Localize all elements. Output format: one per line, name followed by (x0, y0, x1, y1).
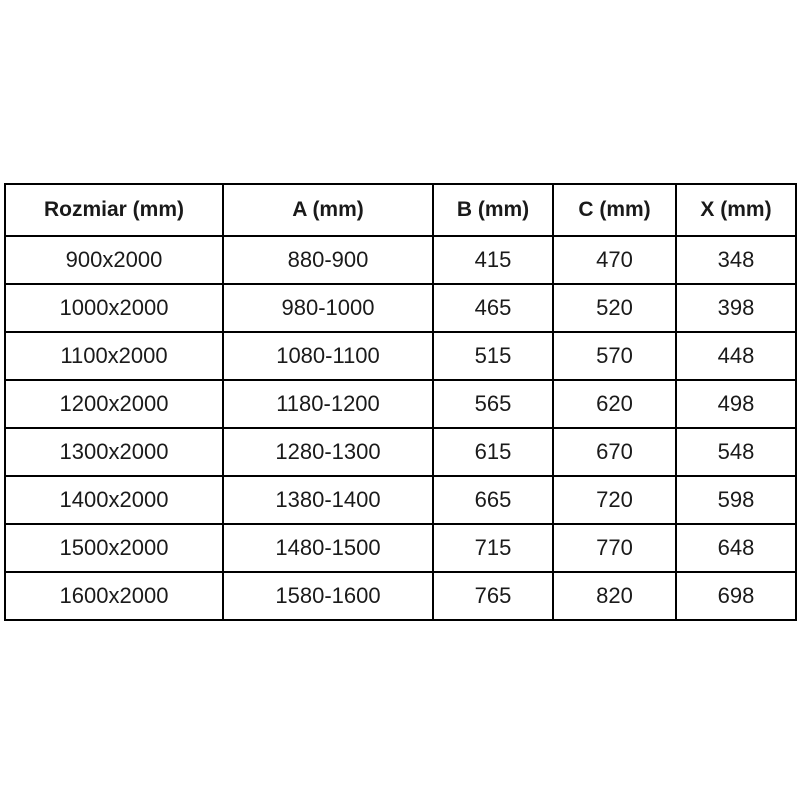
table-row: 1200x2000 1180-1200 565 620 498 (4, 379, 797, 429)
cell-x: 348 (675, 235, 797, 285)
table-row: 1500x2000 1480-1500 715 770 648 (4, 523, 797, 573)
cell-x: 498 (675, 379, 797, 429)
cell-b: 465 (432, 283, 554, 333)
cell-a: 1280-1300 (222, 427, 434, 477)
cell-rozmiar: 1000x2000 (4, 283, 224, 333)
cell-b: 515 (432, 331, 554, 381)
column-header-x: X (mm) (675, 183, 797, 237)
cell-x: 548 (675, 427, 797, 477)
cell-b: 665 (432, 475, 554, 525)
size-specification-table: Rozmiar (mm) A (mm) B (mm) C (mm) X (mm)… (4, 183, 797, 621)
cell-rozmiar: 900x2000 (4, 235, 224, 285)
cell-c: 620 (552, 379, 677, 429)
header-row: Rozmiar (mm) A (mm) B (mm) C (mm) X (mm) (4, 183, 797, 237)
cell-rozmiar: 1600x2000 (4, 571, 224, 621)
cell-x: 398 (675, 283, 797, 333)
cell-a: 1580-1600 (222, 571, 434, 621)
table-row: 1600x2000 1580-1600 765 820 698 (4, 571, 797, 621)
cell-b: 565 (432, 379, 554, 429)
table-row: 1300x2000 1280-1300 615 670 548 (4, 427, 797, 477)
cell-rozmiar: 1100x2000 (4, 331, 224, 381)
column-header-b: B (mm) (432, 183, 554, 237)
column-header-c: C (mm) (552, 183, 677, 237)
cell-b: 615 (432, 427, 554, 477)
cell-rozmiar: 1400x2000 (4, 475, 224, 525)
cell-a: 1080-1100 (222, 331, 434, 381)
cell-c: 820 (552, 571, 677, 621)
cell-c: 770 (552, 523, 677, 573)
cell-c: 470 (552, 235, 677, 285)
cell-x: 648 (675, 523, 797, 573)
cell-b: 715 (432, 523, 554, 573)
cell-a: 1380-1400 (222, 475, 434, 525)
cell-a: 880-900 (222, 235, 434, 285)
cell-rozmiar: 1200x2000 (4, 379, 224, 429)
column-header-a: A (mm) (222, 183, 434, 237)
table-row: 1000x2000 980-1000 465 520 398 (4, 283, 797, 333)
column-header-rozmiar: Rozmiar (mm) (4, 183, 224, 237)
cell-x: 698 (675, 571, 797, 621)
cell-c: 720 (552, 475, 677, 525)
cell-c: 670 (552, 427, 677, 477)
cell-b: 415 (432, 235, 554, 285)
cell-a: 1480-1500 (222, 523, 434, 573)
cell-b: 765 (432, 571, 554, 621)
cell-x: 448 (675, 331, 797, 381)
table-row: 1100x2000 1080-1100 515 570 448 (4, 331, 797, 381)
cell-a: 1180-1200 (222, 379, 434, 429)
cell-c: 520 (552, 283, 677, 333)
cell-a: 980-1000 (222, 283, 434, 333)
cell-rozmiar: 1500x2000 (4, 523, 224, 573)
cell-rozmiar: 1300x2000 (4, 427, 224, 477)
table-row: 900x2000 880-900 415 470 348 (4, 235, 797, 285)
cell-c: 570 (552, 331, 677, 381)
cell-x: 598 (675, 475, 797, 525)
table-row: 1400x2000 1380-1400 665 720 598 (4, 475, 797, 525)
